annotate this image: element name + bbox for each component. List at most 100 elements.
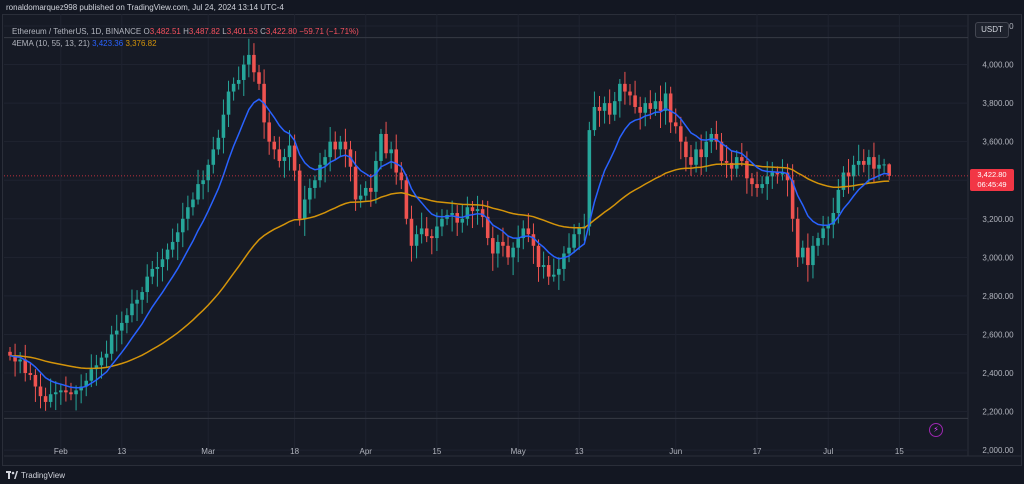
candle-body bbox=[714, 133, 719, 142]
candle-body bbox=[821, 228, 825, 239]
candle-body bbox=[745, 160, 749, 179]
candle-body bbox=[562, 253, 566, 269]
candle-body bbox=[181, 218, 185, 233]
candle-body bbox=[302, 199, 307, 219]
candle-body bbox=[811, 245, 815, 266]
candle-body bbox=[18, 359, 22, 362]
open-value: 3,482.51 bbox=[149, 27, 181, 36]
candle-body bbox=[282, 157, 287, 161]
candle-body bbox=[760, 184, 764, 188]
candle-body bbox=[8, 351, 12, 356]
candle-body bbox=[567, 247, 571, 254]
candle-body bbox=[257, 72, 261, 84]
symbol-title[interactable]: Ethereum / TetherUS, 1D, BINANCE bbox=[12, 27, 142, 36]
candle-body bbox=[79, 386, 83, 391]
candle-body bbox=[643, 103, 648, 113]
currency-button[interactable]: USDT bbox=[975, 22, 1009, 38]
candle-body bbox=[69, 392, 73, 395]
candle-body bbox=[277, 149, 282, 161]
time-tick-label: May bbox=[511, 447, 526, 456]
candle-body bbox=[328, 141, 332, 158]
author-name[interactable]: ronaldomarquez998 bbox=[6, 3, 78, 12]
candle-body bbox=[734, 157, 739, 169]
candle-body bbox=[160, 259, 165, 267]
candle-body bbox=[546, 265, 551, 277]
candle-body bbox=[272, 141, 277, 150]
candle-body bbox=[216, 137, 221, 150]
candle-body bbox=[201, 180, 205, 185]
candle-body bbox=[430, 236, 434, 239]
candle-body bbox=[836, 189, 841, 214]
candle-body bbox=[668, 93, 673, 123]
candle-body bbox=[114, 330, 119, 335]
candle-body bbox=[450, 213, 454, 215]
candle-body bbox=[648, 103, 653, 109]
ema-fast-line bbox=[9, 98, 890, 389]
candle-body bbox=[831, 213, 836, 225]
candle-body bbox=[653, 101, 658, 109]
candle-body bbox=[887, 164, 891, 176]
candle-body bbox=[618, 83, 622, 102]
candle-body bbox=[491, 238, 495, 254]
candle-body bbox=[64, 390, 68, 393]
price-tick-label: 2,200.00 bbox=[982, 408, 1014, 417]
candle-body bbox=[536, 245, 541, 267]
candle-body bbox=[470, 207, 475, 212]
indicator-title[interactable]: 4EMA (10, 55, 13, 21) bbox=[12, 39, 90, 48]
publish-line: ronaldomarquez998 published on TradingVi… bbox=[6, 3, 284, 12]
candle-body bbox=[206, 164, 210, 181]
candle-body bbox=[521, 228, 526, 239]
candle-body bbox=[704, 141, 709, 158]
candle-body bbox=[658, 101, 663, 111]
candle-body bbox=[267, 122, 271, 142]
candle-body bbox=[440, 218, 444, 227]
candle-body bbox=[414, 234, 419, 246]
candle-body bbox=[74, 390, 78, 395]
candle-body bbox=[673, 122, 678, 127]
candle-body bbox=[59, 390, 63, 393]
candle-body bbox=[135, 299, 139, 304]
candle-body bbox=[592, 106, 597, 131]
lightning-alert-icon[interactable]: ⚡ bbox=[929, 423, 943, 437]
change-value: −59.71 (−1.71%) bbox=[299, 27, 359, 36]
candle-body bbox=[724, 160, 729, 163]
candle-body bbox=[155, 266, 160, 269]
candle-body bbox=[460, 218, 465, 223]
candle-body bbox=[806, 247, 810, 266]
candle-body bbox=[633, 95, 637, 107]
publish-text: published on TradingView.com, Jul 24, 20… bbox=[79, 3, 284, 12]
candle-body bbox=[394, 149, 399, 173]
candle-body bbox=[740, 157, 744, 161]
candle-body bbox=[435, 226, 439, 239]
low-value: 3,401.53 bbox=[226, 27, 258, 36]
time-tick-label: 17 bbox=[753, 447, 762, 456]
candle-body bbox=[882, 164, 886, 166]
candle-body bbox=[48, 394, 53, 402]
tradingview-logo[interactable]: TradingView bbox=[6, 470, 65, 480]
candle-body bbox=[465, 207, 470, 219]
chart-frame[interactable] bbox=[2, 14, 1022, 466]
candle-body bbox=[750, 178, 754, 185]
candle-body bbox=[399, 172, 404, 181]
candle-body bbox=[872, 157, 876, 169]
candle-body bbox=[369, 187, 373, 192]
candle-body bbox=[485, 216, 490, 239]
candle-body bbox=[226, 91, 231, 115]
candle-body bbox=[175, 232, 180, 242]
candle-body bbox=[389, 149, 393, 154]
candle-body bbox=[623, 83, 627, 92]
candle-body bbox=[353, 166, 358, 200]
candle-body bbox=[877, 164, 881, 169]
indicator-legend: 4EMA (10, 55, 13, 21) 3,423.36 3,376.82 bbox=[12, 39, 157, 48]
candle-body bbox=[597, 106, 602, 111]
candle-body bbox=[297, 170, 302, 219]
candle-body bbox=[252, 54, 256, 73]
candle-body bbox=[186, 207, 190, 219]
time-tick-label: 13 bbox=[575, 447, 584, 456]
candle-body bbox=[602, 103, 607, 111]
candle-body bbox=[104, 353, 109, 358]
candle-body bbox=[333, 141, 338, 150]
candle-body bbox=[826, 224, 830, 229]
candle-body bbox=[140, 292, 144, 300]
